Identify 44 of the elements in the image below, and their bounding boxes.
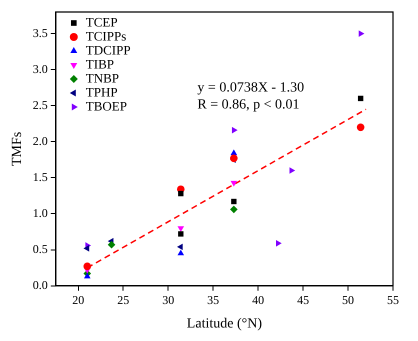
x-tick-label: 45 [297, 293, 310, 308]
legend-label: TBOEP [86, 98, 127, 114]
y-tick-label: 3.0 [32, 62, 48, 76]
x-tick-label: 55 [387, 293, 399, 308]
point [178, 231, 184, 237]
point [356, 123, 364, 132]
point [276, 240, 282, 247]
y-tick-label: 0.0 [32, 278, 48, 292]
x-tick-label: 20 [72, 293, 84, 308]
y-tick-label: 1.0 [32, 206, 48, 220]
y-axis-title: TMFs [10, 132, 26, 166]
x-tick-label: 30 [162, 293, 174, 308]
point [83, 262, 92, 270]
y-tick-label: 2.5 [32, 98, 48, 112]
legend-label: TCIPPs [86, 28, 126, 44]
point [178, 250, 184, 256]
point [289, 167, 296, 174]
point [176, 244, 183, 250]
point [232, 126, 238, 134]
point [231, 198, 237, 204]
legend-label: TIBP [86, 56, 114, 72]
x-tick-label: 35 [207, 293, 220, 308]
point [230, 180, 238, 187]
y-tick-label: 1.5 [32, 170, 48, 184]
point [83, 245, 90, 252]
point [108, 240, 116, 249]
annotation: y = 0.0738X - 1.30 [197, 80, 304, 96]
x-tick-label: 40 [252, 293, 264, 308]
y-tick-label: 2.0 [32, 134, 48, 148]
legend-label: TNBP [86, 70, 120, 86]
x-tick-label: 25 [117, 293, 130, 308]
annotation: R = 0.86, p < 0.01 [197, 98, 300, 113]
point [358, 96, 364, 102]
point [84, 272, 91, 278]
legend-label: TCEP [86, 14, 118, 30]
legend-label: TPHP [86, 84, 118, 100]
x-tick-label: 50 [342, 293, 354, 308]
point [230, 206, 238, 214]
x-axis-title: Latitude (°N) [186, 316, 262, 332]
point [358, 30, 364, 37]
legend-label: TDCIPP [86, 42, 131, 58]
y-tick-label: 3.5 [32, 26, 48, 40]
y-tick-label: 0.5 [32, 242, 48, 256]
point [178, 190, 184, 196]
